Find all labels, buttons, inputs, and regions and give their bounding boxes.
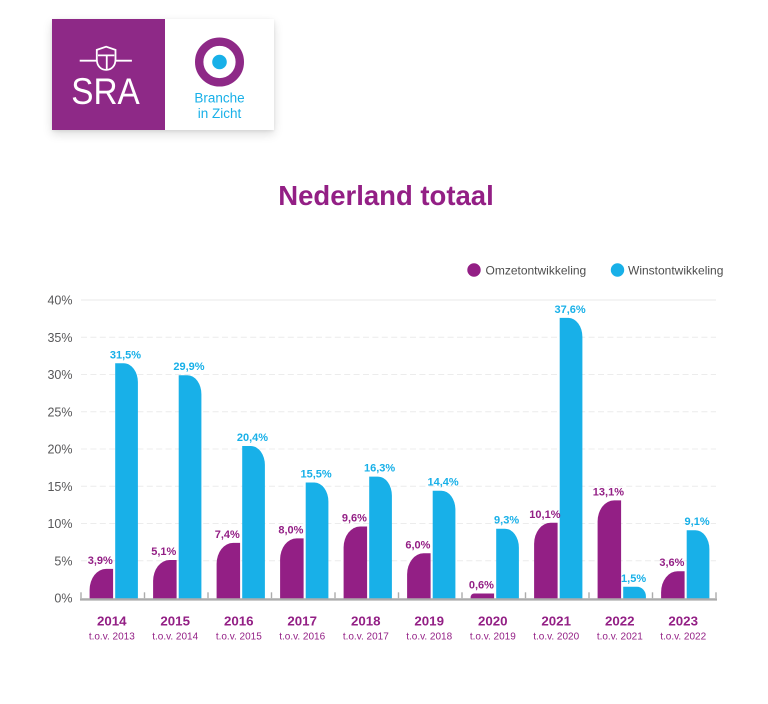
svg-text:2020: 2020 (478, 614, 508, 629)
svg-text:2015: 2015 (160, 614, 190, 629)
svg-text:Branche: Branche (194, 90, 244, 105)
svg-text:2019: 2019 (414, 614, 444, 629)
svg-text:25%: 25% (47, 405, 72, 419)
svg-text:9,3%: 9,3% (494, 515, 519, 527)
svg-text:1,5%: 1,5% (621, 573, 646, 585)
svg-text:9,6%: 9,6% (342, 513, 367, 525)
svg-text:0%: 0% (54, 592, 72, 606)
svg-text:8,0%: 8,0% (278, 524, 303, 536)
svg-text:3,9%: 3,9% (88, 555, 113, 567)
svg-text:t.o.v. 2014: t.o.v. 2014 (152, 632, 198, 643)
svg-text:35%: 35% (47, 331, 72, 345)
svg-text:5,1%: 5,1% (151, 546, 176, 558)
svg-text:t.o.v. 2021: t.o.v. 2021 (597, 632, 643, 643)
svg-text:10,1%: 10,1% (529, 509, 560, 521)
svg-text:t.o.v. 2016: t.o.v. 2016 (279, 632, 325, 643)
svg-text:13,1%: 13,1% (593, 486, 624, 498)
svg-text:10%: 10% (47, 517, 72, 531)
svg-text:30%: 30% (47, 368, 72, 382)
svg-text:15%: 15% (47, 480, 72, 494)
svg-text:2014: 2014 (97, 614, 127, 629)
svg-text:9,1%: 9,1% (685, 516, 710, 528)
svg-text:31,5%: 31,5% (110, 349, 141, 361)
svg-text:37,6%: 37,6% (554, 304, 585, 316)
svg-text:7,4%: 7,4% (215, 529, 240, 541)
svg-text:t.o.v. 2022: t.o.v. 2022 (660, 632, 706, 643)
svg-text:in Zicht: in Zicht (198, 106, 242, 121)
svg-text:t.o.v. 2013: t.o.v. 2013 (89, 632, 135, 643)
svg-text:2023: 2023 (668, 614, 698, 629)
svg-text:t.o.v. 2019: t.o.v. 2019 (470, 632, 516, 643)
svg-text:14,4%: 14,4% (427, 477, 458, 489)
svg-text:40%: 40% (47, 294, 72, 308)
svg-text:Winstontwikkeling: Winstontwikkeling (628, 263, 723, 277)
svg-text:2021: 2021 (541, 614, 571, 629)
svg-text:20%: 20% (47, 443, 72, 457)
svg-text:0,6%: 0,6% (469, 580, 494, 592)
svg-text:5%: 5% (54, 554, 72, 568)
svg-text:t.o.v. 2018: t.o.v. 2018 (406, 632, 452, 643)
svg-text:29,9%: 29,9% (173, 361, 204, 373)
svg-text:2022: 2022 (605, 614, 635, 629)
svg-text:SRA: SRA (71, 71, 140, 112)
svg-text:Nederland totaal: Nederland totaal (278, 180, 493, 211)
svg-text:Omzetontwikkeling: Omzetontwikkeling (486, 263, 587, 277)
svg-text:2016: 2016 (224, 614, 254, 629)
svg-text:20,4%: 20,4% (237, 432, 268, 444)
svg-text:16,3%: 16,3% (364, 463, 395, 475)
svg-text:6,0%: 6,0% (405, 539, 430, 551)
svg-text:t.o.v. 2015: t.o.v. 2015 (216, 632, 262, 643)
svg-text:t.o.v. 2020: t.o.v. 2020 (533, 632, 579, 643)
svg-text:t.o.v. 2017: t.o.v. 2017 (343, 632, 389, 643)
svg-text:3,6%: 3,6% (659, 557, 684, 569)
svg-text:2018: 2018 (351, 614, 381, 629)
svg-text:2017: 2017 (287, 614, 317, 629)
svg-text:15,5%: 15,5% (300, 469, 331, 481)
